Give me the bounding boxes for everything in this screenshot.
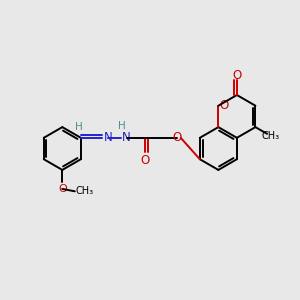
- Text: O: O: [58, 184, 67, 194]
- Text: H: H: [76, 122, 83, 133]
- Text: O: O: [140, 154, 150, 167]
- Text: CH₃: CH₃: [261, 131, 279, 141]
- Text: O: O: [172, 131, 182, 144]
- Text: O: O: [232, 69, 242, 82]
- Text: H: H: [118, 121, 126, 131]
- Text: N: N: [103, 131, 112, 144]
- Text: CH₃: CH₃: [76, 186, 94, 196]
- Text: N: N: [122, 131, 131, 144]
- Text: O: O: [220, 99, 229, 112]
